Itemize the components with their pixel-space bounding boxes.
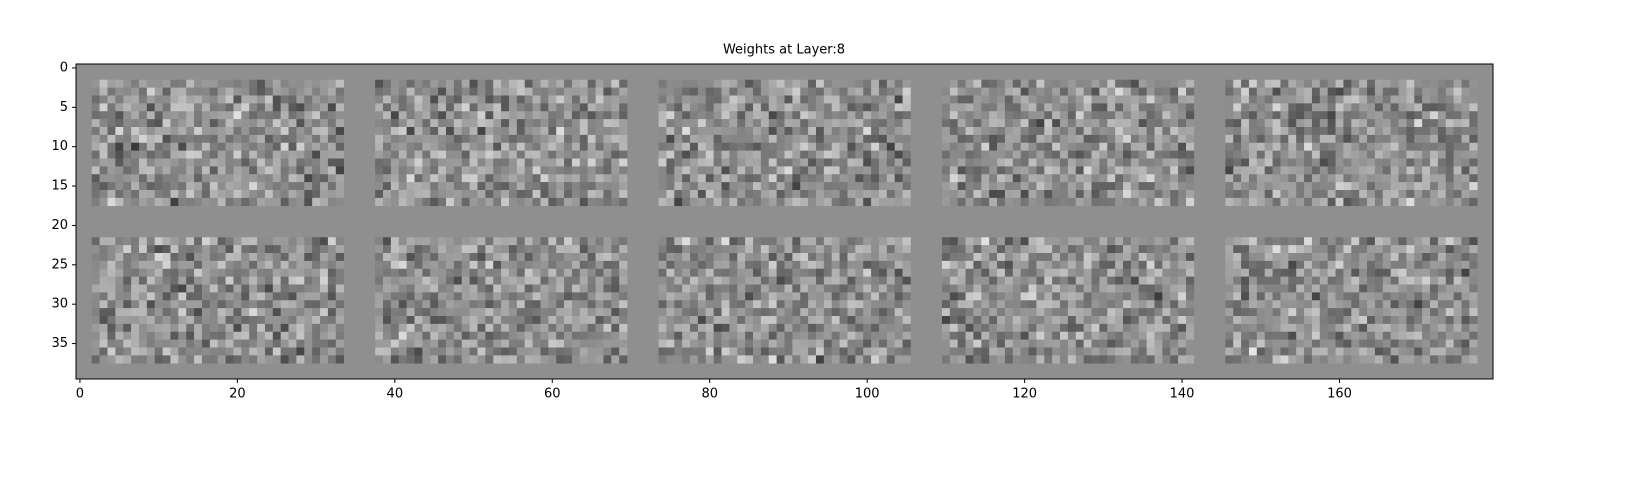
y-tick-label: 10 — [51, 139, 68, 154]
x-tick-label: 40 — [387, 387, 404, 402]
weight-tile — [375, 237, 628, 364]
x-tick-label: 120 — [1012, 387, 1037, 402]
y-tick-label: 5 — [60, 100, 68, 115]
y-tick-label: 30 — [51, 297, 68, 312]
y-tick-label: 0 — [60, 60, 68, 75]
weight-tile — [375, 79, 628, 207]
chart-title: Weights at Layer:8 — [723, 43, 845, 58]
y-tick-label: 20 — [51, 218, 68, 233]
y-tick-label: 15 — [51, 179, 68, 194]
weight-tile — [941, 237, 1195, 364]
x-tick-label: 60 — [544, 387, 561, 402]
x-tick-label: 100 — [855, 387, 880, 402]
plot-frame — [75, 63, 1494, 380]
weight-tile — [658, 237, 911, 364]
x-tick-label: 160 — [1327, 387, 1352, 402]
y-tick-label: 25 — [51, 257, 68, 272]
weight-tile — [658, 79, 911, 207]
weight-tile — [1225, 237, 1478, 364]
x-tick-label: 20 — [229, 387, 246, 402]
weight-tile — [1225, 79, 1478, 207]
x-tick-label: 0 — [76, 387, 84, 402]
weight-tile — [941, 79, 1195, 207]
x-tick-label: 140 — [1170, 387, 1195, 402]
x-tick-label: 80 — [701, 387, 718, 402]
weight-tile — [91, 237, 344, 364]
y-tick-label: 35 — [51, 336, 68, 351]
weight-tile — [91, 79, 344, 207]
